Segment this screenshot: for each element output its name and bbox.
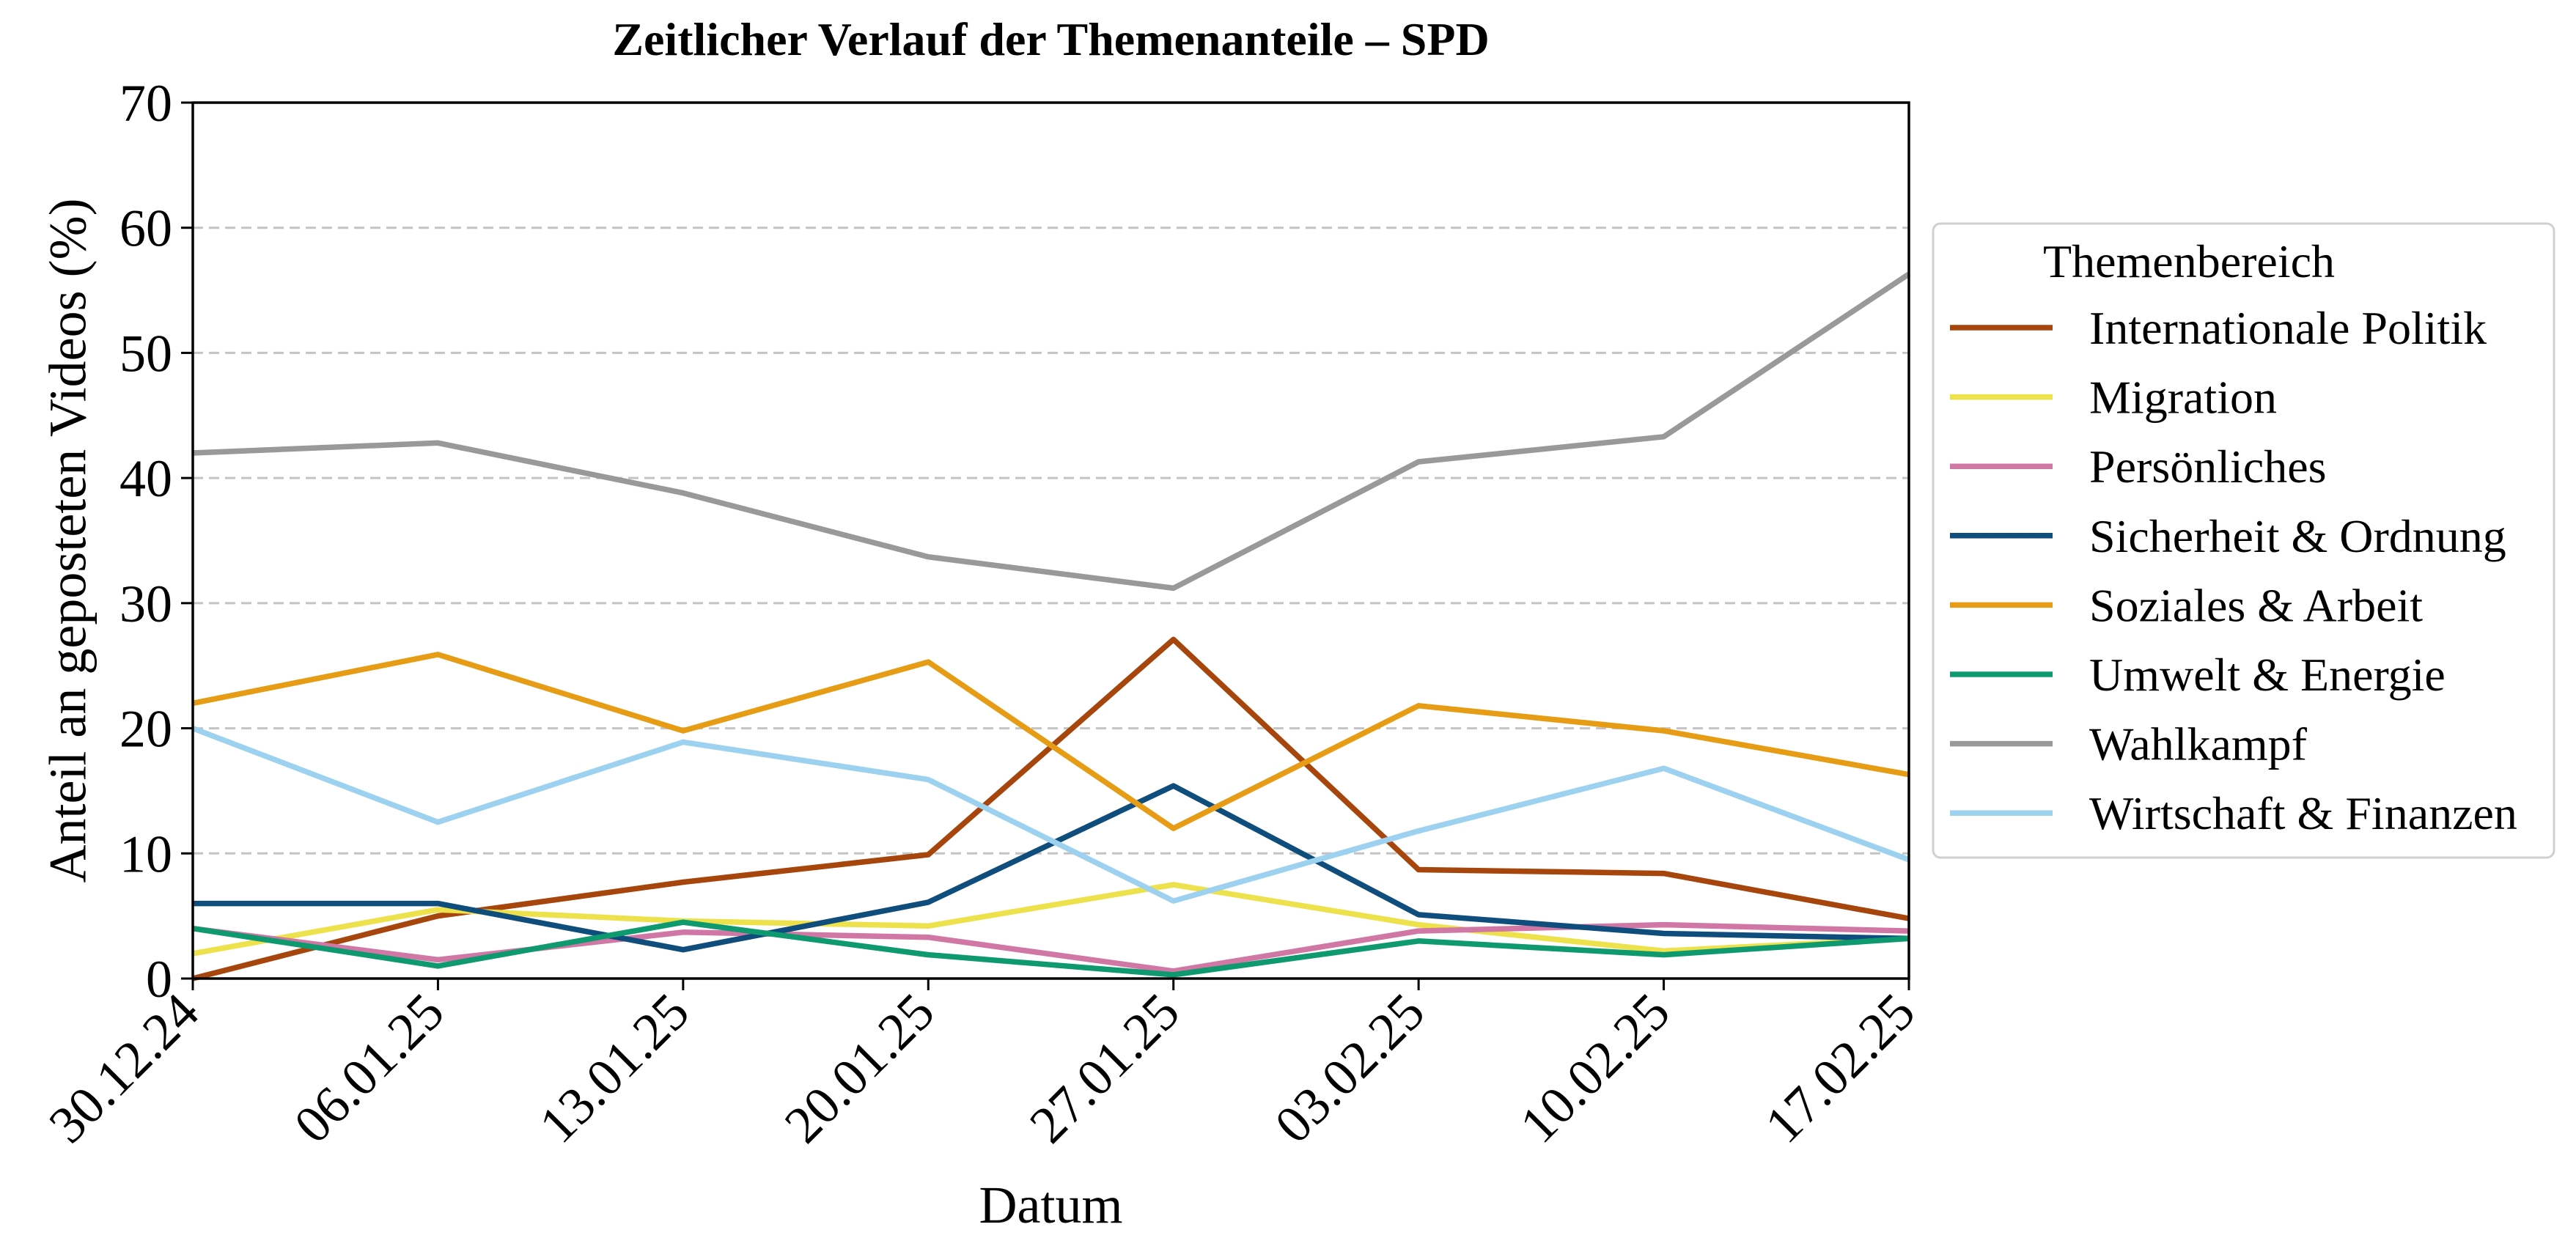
legend-label: Wirtschaft & Finanzen <box>2089 787 2517 839</box>
x-tick-label: 13.01.25 <box>528 982 700 1154</box>
series-line <box>193 783 1910 953</box>
y-tick-label: 20 <box>119 700 172 759</box>
x-tick-label: 03.02.25 <box>1264 982 1436 1154</box>
y-tick-label: 70 <box>119 74 172 133</box>
legend-items: Internationale Politik Migration Persönlic… <box>1950 302 2517 839</box>
x-axis-label: Datum <box>979 1176 1123 1234</box>
y-tick-label: 30 <box>119 575 172 633</box>
series-line <box>192 652 1910 831</box>
chart-title: Zeitlicher Verlauf der Themenanteile – S… <box>612 13 1489 65</box>
series-line <box>192 919 1910 978</box>
series-line <box>191 726 1910 904</box>
y-axis-label: Anteil an geposteten Videos (%) <box>39 198 97 883</box>
legend-label: Soziales & Arbeit <box>2089 579 2423 631</box>
y-tick-label: 0 <box>146 950 172 1009</box>
series-line <box>192 271 1911 592</box>
x-tick-label: 17.02.25 <box>1754 982 1927 1154</box>
series-line <box>192 921 1910 974</box>
series-line <box>192 882 1910 957</box>
legend-label: Wahlkampf <box>2089 718 2308 770</box>
legend-label: Umwelt & Energie <box>2089 649 2446 701</box>
legend-title: Themenbereich <box>2043 235 2335 287</box>
axis-ticks: 0 10 20 30 40 50 60 70 30.12.24 06.01.25 13.01.25 2… <box>38 74 1927 1154</box>
x-tick-label: 10.02.25 <box>1509 982 1681 1154</box>
x-tick-label: 30.12.24 <box>38 982 210 1154</box>
y-tick-label: 50 <box>119 324 172 383</box>
x-tick-label: 20.01.25 <box>773 982 946 1154</box>
plot-area-frame <box>191 101 1910 980</box>
legend-label: Internationale Politik <box>2089 302 2487 354</box>
legend-label: Migration <box>2089 372 2277 424</box>
y-tick-label: 10 <box>119 825 172 883</box>
legend-label: Persönliches <box>2089 441 2327 493</box>
legend-label: Sicherheit & Ordnung <box>2089 510 2506 562</box>
y-tick-label: 40 <box>119 449 172 508</box>
grid-lines <box>193 226 1909 855</box>
x-tick-label: 06.01.25 <box>283 982 455 1154</box>
series-lines <box>191 271 1911 981</box>
legend-frame <box>1932 222 2555 859</box>
y-tick-label: 60 <box>119 199 172 258</box>
legend: Themenbereich Internationale Politik Migr… <box>1932 222 2555 859</box>
x-tick-label: 27.01.25 <box>1018 982 1191 1154</box>
